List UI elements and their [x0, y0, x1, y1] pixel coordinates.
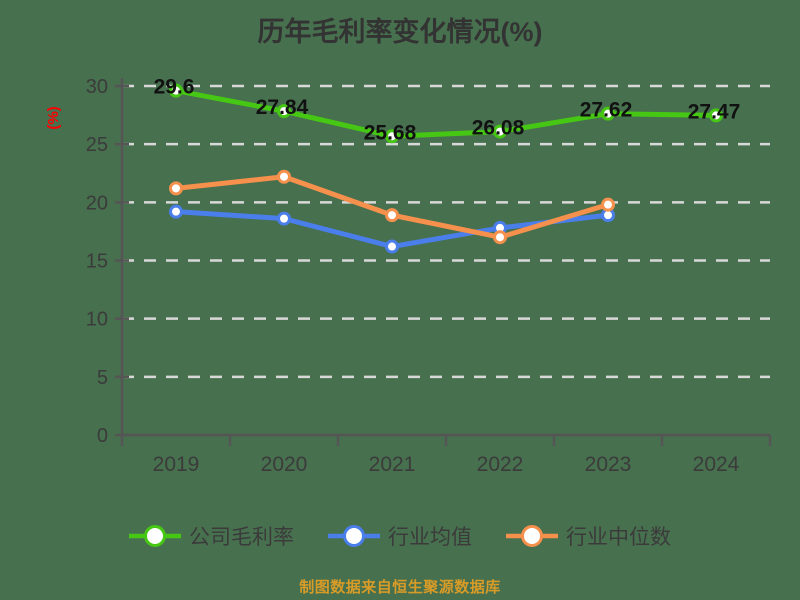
legend-marker-dot: [144, 525, 166, 547]
series-line-0: [173, 88, 719, 139]
data-point-marker: [385, 129, 399, 144]
y-tick-label-30: 30: [86, 76, 108, 98]
data-point-marker: [601, 197, 615, 212]
gridlines-group: [122, 84, 770, 379]
data-point-marker: [601, 106, 615, 121]
data-point-marker: [385, 208, 399, 223]
y-axis-title-group: (%): [45, 106, 62, 129]
data-series-group: [169, 83, 723, 254]
data-label-2023: 27.62: [580, 99, 633, 122]
data-label-2022: 26.08: [472, 117, 525, 140]
legend-label: 公司毛利率: [189, 526, 294, 549]
data-point-marker: [169, 181, 183, 196]
data-point-marker: [169, 83, 183, 98]
legend-label: 行业中位数: [566, 526, 671, 549]
y-tick-label-25: 25: [86, 134, 108, 156]
x-tick-label-2022: 2022: [477, 453, 524, 476]
x-tick-label-2019: 2019: [153, 453, 200, 476]
y-tick-label-5: 5: [97, 367, 108, 389]
y-tick-labels-group: 0 5 10 15 20 25 30: [86, 76, 108, 447]
data-label-2024: 27.47: [688, 100, 741, 123]
legend-group[interactable]: 公司毛利率 行业均值 行业中位数: [129, 525, 671, 549]
data-labels-group: 29.6 27.84 25.68 26.08 27.62 27.47: [154, 76, 741, 145]
y-tick-label-0: 0: [97, 425, 108, 447]
data-label-2021: 25.68: [364, 121, 417, 144]
data-label-2020: 27.84: [256, 96, 309, 119]
legend-label: 行业均值: [388, 526, 472, 549]
x-tick-label-2024: 2024: [693, 453, 740, 476]
x-tick-label-2020: 2020: [261, 453, 308, 476]
y-tick-label-15: 15: [86, 251, 108, 273]
legend-item-2[interactable]: 行业中位数: [506, 525, 671, 549]
series-line-2: [173, 174, 611, 240]
data-point-marker: [493, 230, 507, 245]
data-point-marker: [277, 169, 291, 184]
axes-group: [115, 78, 772, 446]
legend-marker-dot: [343, 525, 365, 547]
x-tick-labels-group: 2019 2020 2021 2022 2023 2024: [153, 453, 740, 476]
x-tick-label-2021: 2021: [369, 453, 416, 476]
watermark-text: 制图数据来自恒生聚源数据库: [299, 579, 501, 596]
data-point-marker: [277, 104, 291, 119]
y-tick-label-20: 20: [86, 192, 108, 214]
y-tick-label-10: 10: [86, 309, 108, 331]
data-point-marker: [277, 211, 291, 226]
legend-marker-dot: [521, 525, 543, 547]
chart-title: 历年毛利率变化情况(%): [257, 17, 543, 47]
data-point-marker: [169, 204, 183, 219]
data-point-marker: [385, 239, 399, 254]
x-tick-label-2023: 2023: [585, 453, 632, 476]
data-point-marker: [709, 108, 723, 123]
y-axis-title: (%): [45, 106, 62, 129]
data-point-marker: [493, 124, 507, 139]
data-label-2019: 29.6: [154, 76, 195, 99]
legend-item-1[interactable]: 行业均值: [328, 525, 472, 549]
legend-item-0[interactable]: 公司毛利率: [129, 525, 294, 549]
